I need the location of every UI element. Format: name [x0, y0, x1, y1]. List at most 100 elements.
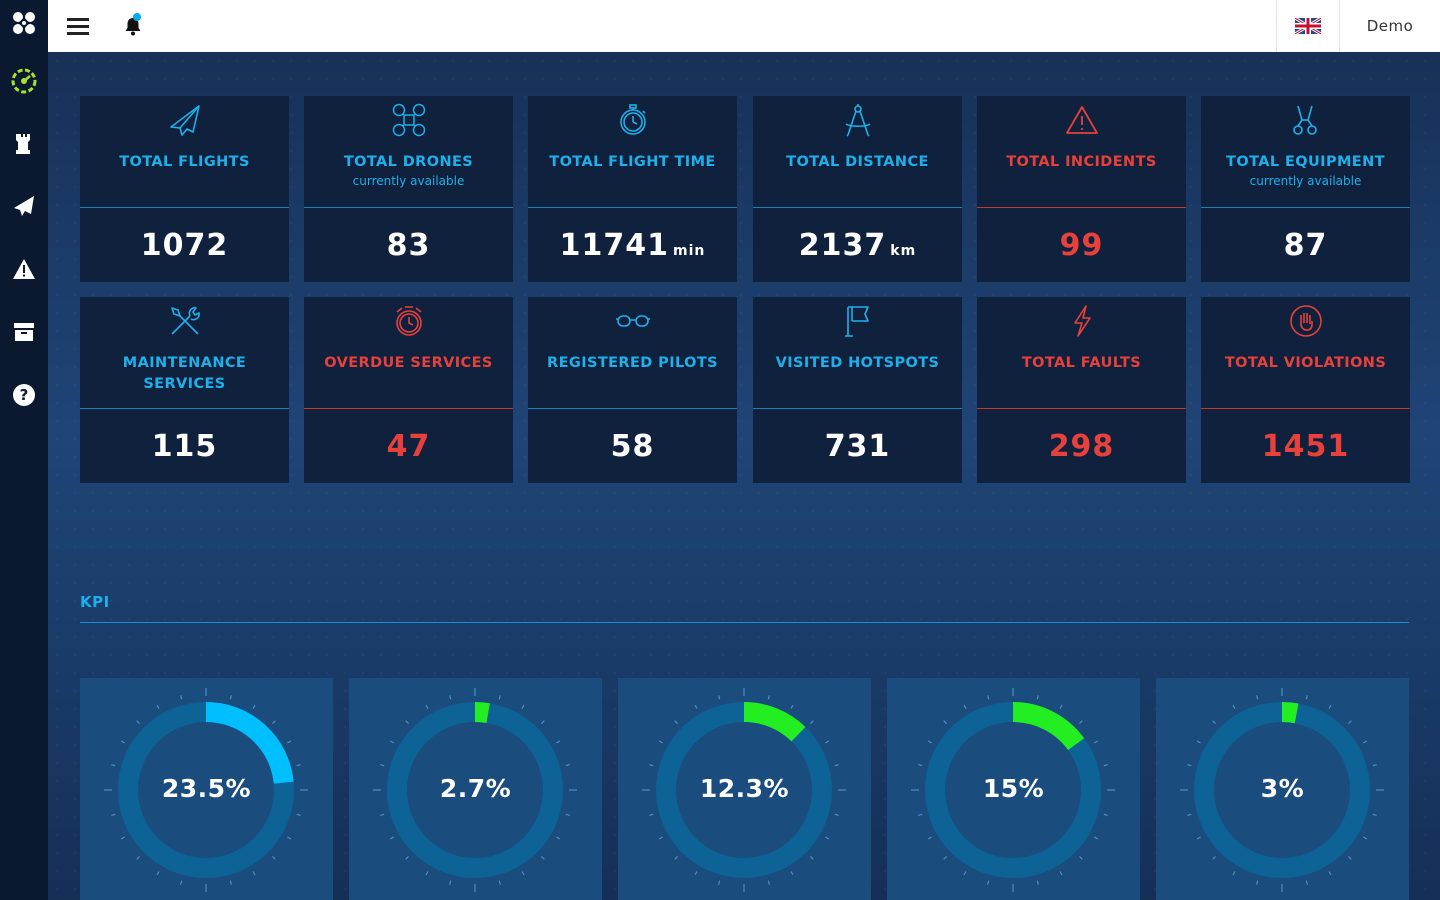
equipment-icon [1201, 102, 1410, 138]
paper-plane-icon[interactable] [0, 186, 48, 226]
kpi-tick [389, 740, 394, 744]
kpi-tick [1196, 740, 1201, 744]
kpi-tick [425, 871, 429, 876]
kpi-donut-chart [911, 688, 1115, 892]
kpi-tick [1103, 764, 1108, 767]
stat-label: TOTAL DRONES [343, 154, 474, 170]
stat-label: OVERDUE SERVICES [324, 355, 493, 371]
stat-card-header: TOTAL FAULTS [977, 297, 1186, 409]
flag-icon [753, 303, 962, 339]
stat-label: TOTAL FAULTS [1021, 355, 1142, 371]
stat-value: 2137 km [798, 228, 917, 263]
kpi-tick [565, 813, 570, 816]
kpi-tick [810, 720, 814, 724]
stat-card-header: OVERDUE SERVICES [304, 297, 513, 409]
stat-card-total-violations[interactable]: TOTAL VIOLATIONS 1451 [1201, 297, 1410, 483]
kpi-tick [790, 871, 794, 876]
stat-label: REGISTERED PILOTS [547, 355, 718, 371]
kpi-card[interactable]: 23.5% [80, 678, 333, 900]
stat-card-total-flight-time[interactable]: TOTAL FLIGHT TIME 11741 min [528, 96, 737, 282]
stat-value: 58 [610, 429, 655, 464]
kpi-tick [790, 704, 794, 709]
stat-card-header: TOTAL DRONES currently available [304, 96, 513, 208]
kpi-ring-progress [118, 702, 294, 878]
kpi-tick [1094, 740, 1099, 744]
stat-card-total-faults[interactable]: TOTAL FAULTS 298 [977, 297, 1186, 483]
stat-card-maintenance-services[interactable]: MAINTENANCE SERVICES 115 [80, 297, 289, 483]
kpi-tick [405, 720, 409, 724]
language-selector[interactable] [1276, 0, 1340, 52]
kpi-card[interactable]: 12.3% [618, 678, 871, 900]
stat-label: TOTAL INCIDENTS [1006, 154, 1157, 170]
kpi-tick [565, 764, 570, 767]
kpi-tick [136, 856, 140, 860]
stat-card-registered-pilots[interactable]: REGISTERED PILOTS 58 [528, 297, 737, 483]
kpi-tick [718, 880, 721, 885]
kpi-tick [296, 764, 301, 767]
stat-value: 83 [386, 228, 431, 263]
kpi-tick [389, 836, 394, 840]
stat-card-total-drones[interactable]: TOTAL DRONES currently available 83 [304, 96, 513, 282]
stat-card-overdue-services[interactable]: OVERDUE SERVICES 47 [304, 297, 513, 483]
kpi-tick [943, 720, 947, 724]
stat-value: 731 [824, 429, 891, 464]
kpi-tick [1348, 856, 1352, 860]
kpi-tick [287, 836, 292, 840]
kpi-donut-chart [373, 688, 577, 892]
menu-toggle-button[interactable] [62, 0, 94, 52]
kpi-tick [1059, 704, 1063, 709]
kpi-tick [136, 720, 140, 724]
kpi-card[interactable]: 2.7% [349, 678, 602, 900]
hamburger-icon [67, 18, 89, 35]
kpi-tick [927, 740, 932, 744]
stat-card-total-flights[interactable]: TOTAL FLIGHTS 1072 [80, 96, 289, 282]
kpi-tick [658, 740, 663, 744]
warning-icon [977, 102, 1186, 138]
kpi-tick [1256, 880, 1259, 885]
paper-plane-icon [80, 102, 289, 138]
kpi-card[interactable]: 15% [887, 678, 1140, 900]
kpi-card[interactable]: 3% [1156, 678, 1409, 900]
kpi-tick [963, 704, 967, 709]
kpi-tick [825, 740, 830, 744]
app-logo-icon[interactable] [0, 3, 48, 43]
stat-label: VISITED HOTSPOTS [775, 355, 940, 371]
stat-card-header: TOTAL EQUIPMENT currently available [1201, 96, 1410, 208]
user-menu[interactable]: Demo [1366, 17, 1414, 35]
stat-card-total-incidents[interactable]: TOTAL INCIDENTS 99 [977, 96, 1186, 282]
sidebar: ? [0, 0, 48, 900]
stat-card-header: REGISTERED PILOTS [528, 297, 737, 409]
kpi-tick [1103, 813, 1108, 816]
warning-icon[interactable] [0, 249, 48, 289]
kpi-value: 12.3% [699, 774, 790, 803]
kpi-tick [1187, 813, 1192, 816]
chess-rook-icon[interactable] [0, 124, 48, 164]
stat-card-visited-hotspots[interactable]: VISITED HOTSPOTS 731 [753, 297, 962, 483]
kpi-tick [918, 813, 923, 816]
drone-icon [304, 102, 513, 138]
stat-card-header: TOTAL INCIDENTS [977, 96, 1186, 208]
stat-value: 99 [1059, 228, 1104, 263]
help-icon[interactable]: ? [0, 375, 48, 415]
kpi-tick [120, 836, 125, 840]
kpi-tick [825, 836, 830, 840]
stat-unit: min [673, 242, 706, 259]
stat-value: 1072 [140, 228, 229, 263]
kpi-tick [674, 856, 678, 860]
dashboard-icon[interactable] [0, 61, 48, 101]
hand-stop-icon [1201, 303, 1410, 339]
stopwatch-icon [528, 102, 737, 138]
notifications-button[interactable] [118, 0, 148, 52]
kpi-tick [1212, 720, 1216, 724]
kpi-tick [1363, 836, 1368, 840]
stat-card-total-equipment[interactable]: TOTAL EQUIPMENT currently available 87 [1201, 96, 1410, 282]
archive-icon[interactable] [0, 312, 48, 352]
kpi-tick [541, 856, 545, 860]
stat-card-total-distance[interactable]: TOTAL DISTANCE 2137 km [753, 96, 962, 282]
kpi-tick [1232, 704, 1236, 709]
kpi-tick [498, 695, 501, 700]
kpi-tick [296, 813, 301, 816]
top-bar: Demo [48, 0, 1440, 52]
kpi-tick [556, 740, 561, 744]
kpi-tick [1328, 704, 1332, 709]
